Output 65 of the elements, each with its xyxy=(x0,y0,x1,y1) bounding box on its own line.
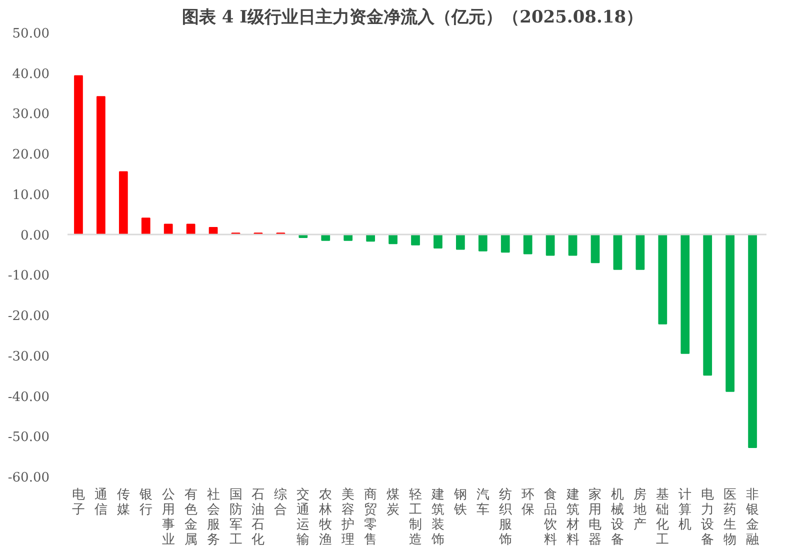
x-tick-label: 电力设备 xyxy=(701,488,714,548)
x-tick-label: 建筑装饰 xyxy=(430,488,444,548)
bar xyxy=(703,234,712,376)
x-tick-label: 综合 xyxy=(274,488,288,518)
x-tick-label: 交通运输 xyxy=(296,486,310,548)
bar xyxy=(590,234,600,264)
x-tick-label: 银行 xyxy=(138,488,152,518)
bar xyxy=(658,234,668,324)
bar xyxy=(141,218,150,235)
y-tick-label: 30.00 xyxy=(12,107,50,122)
x-tick-label: 通信 xyxy=(94,488,108,518)
y-tick-label: 20.00 xyxy=(12,148,50,163)
x-tick-label: 非银金融 xyxy=(745,488,760,548)
x-tick-label: 家用电器 xyxy=(588,486,602,548)
x-tick-label: 煤炭 xyxy=(386,488,400,518)
bar xyxy=(434,234,442,249)
y-tick-label: -20.00 xyxy=(8,309,50,324)
x-tick-label: 食品饮料 xyxy=(542,488,557,548)
bar xyxy=(478,234,488,252)
x-tick-label: 钢铁 xyxy=(452,488,467,518)
y-tick-label: -60.00 xyxy=(8,470,50,486)
bar xyxy=(748,234,757,448)
y-tick-label: -30.00 xyxy=(8,349,50,364)
bar xyxy=(500,234,510,253)
y-tick-label: 0.00 xyxy=(20,228,50,244)
x-tick-label: 纺织服饰 xyxy=(498,488,512,548)
y-tick-label: -40.00 xyxy=(8,390,50,405)
bar xyxy=(546,234,555,256)
chart-title: 图表 4 I级行业日主力资金净流入（亿元）（2025.08.18） xyxy=(182,8,644,28)
x-tick-label: 社会服务 xyxy=(206,488,220,548)
x-tick-label: 机械设备 xyxy=(611,488,624,548)
x-tick-label: 石油石化 xyxy=(252,488,265,548)
bar xyxy=(118,171,128,235)
y-tick-label: 40.00 xyxy=(12,66,50,82)
x-tick-label: 传媒 xyxy=(116,488,130,518)
bar xyxy=(456,234,465,250)
x-tick-label: 环保 xyxy=(521,488,534,518)
bar xyxy=(186,224,196,235)
bar xyxy=(613,234,622,270)
y-tick-label: -10.00 xyxy=(8,268,50,284)
x-tick-label: 轻工制造 xyxy=(409,488,422,548)
x-tick-label: 商贸零售 xyxy=(364,488,378,548)
x-tick-label: 国防军工 xyxy=(229,488,242,548)
x-tick-label: 房地产 xyxy=(632,486,647,532)
bar xyxy=(74,75,83,235)
x-tick-label: 计算机 xyxy=(678,488,692,532)
bar xyxy=(680,234,690,354)
x-tick-label: 汽车 xyxy=(476,488,490,518)
y-tick-label: 10.00 xyxy=(12,188,50,203)
bar xyxy=(523,234,532,254)
x-tick-label: 电子 xyxy=(72,488,85,518)
bar xyxy=(726,234,734,392)
bar xyxy=(568,234,578,256)
y-tick-label: -50.00 xyxy=(8,430,50,446)
x-tick-label: 美容护理 xyxy=(340,486,355,548)
y-tick-label: 50.00 xyxy=(12,26,50,42)
x-tick-label: 建筑材料 xyxy=(565,488,580,548)
bar xyxy=(164,224,173,235)
x-tick-label: 农林牧渔 xyxy=(318,488,332,548)
x-tick-label: 有色金属 xyxy=(184,488,198,548)
bar xyxy=(636,234,645,270)
x-tick-label: 公用事业 xyxy=(162,488,175,548)
x-tick-label: 医药生物 xyxy=(724,488,737,548)
bar xyxy=(96,96,106,235)
x-tick-label: 基础化工 xyxy=(655,488,670,548)
